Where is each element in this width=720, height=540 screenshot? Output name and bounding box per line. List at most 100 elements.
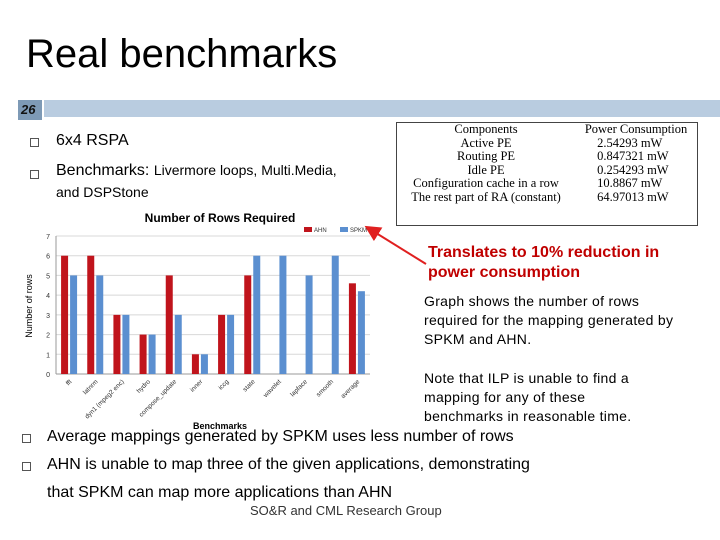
bullet-rspa: 6x4 RSPA: [56, 132, 129, 149]
chart-y-axis-label: Number of rows: [24, 274, 34, 338]
bullet-benchmarks-rest: Livermore loops, Multi.Media,: [153, 162, 337, 178]
chart-title: Number of Rows Required: [145, 211, 296, 225]
bar-spkm: [174, 314, 182, 374]
chart-x-axis-label: Benchmarks: [193, 421, 247, 431]
x-tick-label: fft: [65, 378, 74, 387]
bar-spkm: [96, 275, 104, 374]
x-tick-label: hydro: [136, 378, 153, 395]
bullet-marker: [22, 434, 31, 443]
table-row: The rest part of RA (constant) 64.97013 …: [397, 189, 697, 205]
bar-spkm: [253, 255, 261, 374]
bar-spkm: [331, 255, 339, 374]
bar-spkm: [305, 275, 313, 374]
bar-ahn: [244, 275, 252, 374]
legend-label: SPKM: [350, 228, 367, 234]
callout-line: power consumption: [428, 264, 580, 281]
x-tick-label: average: [340, 378, 362, 400]
bar-spkm: [357, 291, 365, 374]
bar-ahn: [218, 314, 226, 374]
bullet-marker: [30, 138, 39, 147]
y-tick-label: 6: [46, 254, 50, 261]
table-row: Configuration cache in a row 10.8867 mW: [397, 176, 697, 191]
bullet-benchmarks-cont: and DSPStone: [56, 184, 149, 200]
chart-grid: [55, 235, 370, 375]
bar-spkm: [148, 334, 156, 374]
callout-line: Translates to 10% reduction in: [428, 244, 660, 261]
x-tick-label: inner: [189, 378, 205, 394]
chart-bars: [61, 255, 365, 374]
note-line: required for the mapping generated by: [424, 312, 674, 328]
title-rule: [44, 100, 720, 117]
bar-ahn: [113, 314, 121, 374]
note-line: mapping for any of these: [424, 389, 586, 405]
bar-spkm: [122, 314, 130, 374]
x-tick-label: iccg: [217, 378, 230, 391]
chart-y-ticks: 0 1 2 3 4 5 6 7: [46, 234, 50, 379]
y-tick-label: 3: [46, 313, 50, 320]
bar-ahn: [61, 255, 69, 374]
table-cell: Configuration cache in a row: [413, 176, 559, 190]
x-tick-label: smooth: [315, 378, 335, 398]
table-row: Active PE 2.54293 mW: [397, 135, 697, 151]
callout-arrow-icon: [364, 225, 427, 265]
legend-swatch: [340, 227, 348, 232]
bullet-marker: [30, 170, 39, 179]
note-line: Note that ILP is unable to find a: [424, 370, 629, 386]
power-table: Components Power Consumption Active PE 2…: [396, 122, 698, 226]
bullet-ahn-unable-cont: that SPKM can map more applications than…: [47, 484, 393, 501]
table-cell: Active PE: [460, 135, 512, 150]
graph-note: Graph shows the number of rows required …: [424, 292, 673, 349]
bar-spkm: [200, 354, 208, 374]
table-cell: 10.8867 mW: [597, 176, 663, 190]
table-cell: The rest part of RA (constant): [411, 189, 561, 204]
table-cell: 64.97013 mW: [597, 189, 669, 204]
bar-ahn: [191, 354, 199, 374]
slide-number: 26: [21, 102, 36, 117]
bar-spkm: [279, 255, 287, 374]
table-cell: 0.254293 mW: [597, 162, 669, 177]
bullet-marker: [22, 462, 31, 471]
y-tick-label: 1: [46, 352, 50, 359]
bar-spkm: [227, 314, 235, 374]
y-tick-label: 2: [46, 333, 50, 340]
bar-spkm: [70, 275, 78, 374]
y-tick-label: 7: [46, 234, 50, 241]
x-tick-label: latnrm: [82, 378, 100, 396]
slide-title: Real benchmarks: [26, 32, 338, 76]
table-cell: 2.54293 mW: [597, 135, 663, 150]
ilp-note: Note that ILP is unable to find a mappin…: [424, 369, 631, 426]
table-cell: Idle PE: [467, 162, 505, 177]
legend-swatch: [304, 227, 312, 232]
y-tick-label: 4: [46, 293, 50, 300]
table-header: Components: [454, 122, 518, 136]
bullet-ahn-unable: AHN is unable to map three of the given …: [47, 456, 530, 473]
y-tick-label: 5: [46, 273, 50, 280]
table-header: Power Consumption: [584, 122, 688, 136]
chart-legend: AHN SPKM: [304, 227, 367, 234]
bar-ahn: [87, 255, 95, 374]
bullet-benchmarks-prefix: Benchmarks:: [56, 162, 154, 179]
table-row: Routing PE 0.847321 mW: [397, 149, 697, 164]
y-tick-label: 0: [46, 372, 50, 379]
slide-number-badge: [18, 100, 42, 120]
bar-ahn: [348, 283, 356, 374]
legend-label: AHN: [314, 228, 327, 234]
bar-ahn: [139, 334, 147, 374]
table-cell: Routing PE: [457, 149, 516, 163]
x-tick-label: lapface: [289, 378, 309, 398]
bar-ahn: [165, 275, 173, 374]
table-header-row: Components Power Consumption: [397, 122, 697, 137]
rows-required-chart: Number of Rows Required Number of rows B…: [24, 211, 370, 431]
bullet-benchmarks: Benchmarks: Livermore loops, Multi.Media…: [56, 162, 337, 180]
bullet-average-mappings: Average mappings generated by SPKM uses …: [47, 428, 514, 445]
table-row: Idle PE 0.254293 mW: [397, 162, 697, 178]
note-line: SPKM and AHN.: [424, 331, 532, 347]
note-line: benchmarks in reasonable time.: [424, 408, 632, 424]
table-cell: 0.847321 mW: [597, 149, 669, 163]
note-line: Graph shows the number of rows: [424, 293, 640, 309]
x-tick-label: state: [242, 378, 257, 393]
x-tick-label: wavelet: [262, 378, 283, 399]
power-reduction-callout: Translates to 10% reduction in power con…: [428, 243, 659, 283]
footer-text: SO&R and CML Research Group: [250, 503, 442, 518]
